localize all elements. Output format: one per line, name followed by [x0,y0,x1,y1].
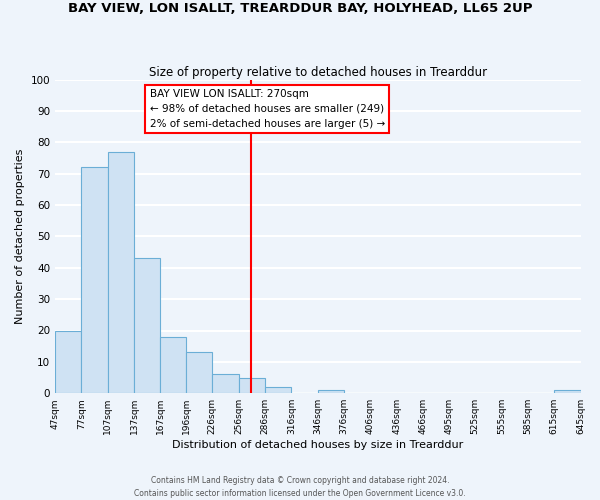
Bar [160,337,186,393]
Bar [82,168,108,393]
Bar [186,352,212,393]
Bar [318,390,344,393]
Bar [212,374,239,393]
Title: Size of property relative to detached houses in Trearddur: Size of property relative to detached ho… [149,66,487,78]
Text: Contains HM Land Registry data © Crown copyright and database right 2024.
Contai: Contains HM Land Registry data © Crown c… [134,476,466,498]
Bar [108,152,134,393]
Text: BAY VIEW, LON ISALLT, TREARDDUR BAY, HOLYHEAD, LL65 2UP: BAY VIEW, LON ISALLT, TREARDDUR BAY, HOL… [68,2,532,16]
Bar [239,378,265,393]
X-axis label: Distribution of detached houses by size in Trearddur: Distribution of detached houses by size … [172,440,463,450]
Bar [554,390,581,393]
Text: BAY VIEW LON ISALLT: 270sqm
← 98% of detached houses are smaller (249)
2% of sem: BAY VIEW LON ISALLT: 270sqm ← 98% of det… [149,89,385,128]
Bar [55,330,82,393]
Y-axis label: Number of detached properties: Number of detached properties [15,149,25,324]
Bar [265,387,292,393]
Bar [134,258,160,393]
